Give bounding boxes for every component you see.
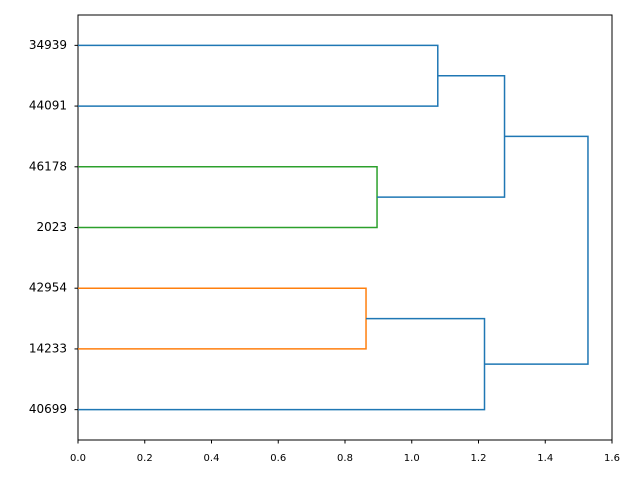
leaf-label: 34939: [29, 38, 67, 52]
dendrogram-link: [78, 317, 486, 411]
dendrogram-link: [377, 74, 506, 198]
leaf-label: 46178: [29, 159, 67, 173]
x-tick-label: 0.6: [270, 453, 286, 464]
leaf-label: 2023: [36, 220, 67, 234]
x-tick-label: 1.2: [471, 453, 487, 464]
x-tick-label: 1.4: [537, 453, 553, 464]
dendrogram-link: [484, 135, 589, 365]
x-tick-label: 0.0: [70, 453, 86, 464]
leaf-label: 42954: [29, 281, 67, 295]
dendrogram-link: [78, 166, 378, 229]
x-tick-label: 1.0: [404, 453, 420, 464]
leaf-label: 14233: [29, 341, 67, 355]
leaf-label: 40699: [29, 402, 67, 416]
x-tick-label: 1.6: [604, 453, 620, 464]
dendrogram-link: [78, 287, 367, 350]
x-tick-label: 0.4: [204, 453, 220, 464]
x-tick-label: 0.2: [137, 453, 153, 464]
x-tick-label: 0.8: [337, 453, 353, 464]
leaf-label: 44091: [29, 99, 67, 113]
dendrogram-link: [78, 44, 439, 107]
